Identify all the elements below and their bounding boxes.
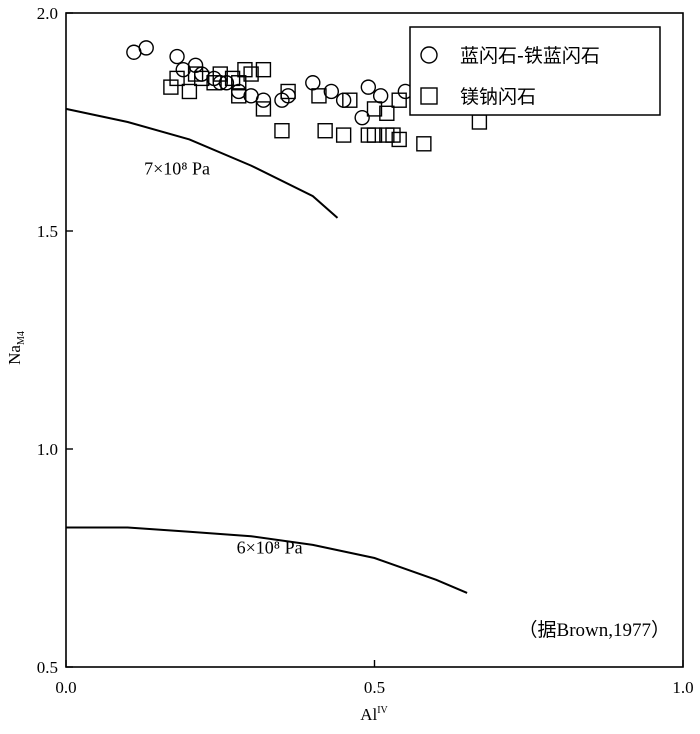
circle-point — [255, 92, 272, 108]
square-point — [231, 88, 247, 104]
square-point — [255, 101, 272, 117]
circle-point — [218, 75, 235, 91]
square-point — [224, 70, 241, 87]
circle-point — [169, 48, 185, 65]
square-point — [206, 75, 222, 91]
legend-box — [409, 26, 661, 116]
square-point — [187, 66, 204, 82]
y-axis-label-sub: M4 — [16, 331, 27, 345]
square-point — [317, 123, 333, 139]
square-point — [243, 66, 259, 82]
legend-square-marker — [420, 87, 438, 105]
square-point — [335, 127, 352, 143]
circle-point — [305, 75, 321, 91]
square-point — [212, 66, 228, 82]
legend-circle-marker — [420, 46, 438, 64]
circle-point — [354, 109, 370, 126]
pressure-curve-label: 7×10⁸ Pa — [144, 158, 210, 178]
square-point — [163, 79, 179, 95]
square-point — [366, 101, 383, 117]
square-point — [169, 70, 185, 87]
data-points — [126, 40, 488, 152]
pressure-curve — [65, 107, 339, 219]
square-point — [366, 127, 383, 143]
legend: 蓝闪石-铁蓝闪石 镁钠闪石 — [409, 26, 661, 116]
square-point — [385, 127, 401, 143]
circle-point — [335, 92, 352, 108]
legend-label-glaucophane: 蓝闪石-铁蓝闪石 — [460, 45, 600, 67]
square-point — [194, 70, 210, 87]
x-tick-label: 1.0 — [672, 678, 693, 697]
y-tick-label: 0.5 — [37, 658, 58, 677]
y-tick-label: 1.5 — [37, 222, 58, 241]
x-axis-label-sup: IV — [377, 705, 388, 716]
square-point — [231, 75, 247, 91]
square-point — [391, 131, 407, 148]
pressure-curve-label: 6×10⁸ Pa — [237, 538, 303, 558]
y-tick-label: 1.0 — [37, 440, 58, 459]
x-axis-label: AlIV — [360, 705, 388, 724]
square-point — [342, 92, 358, 108]
square-point — [379, 105, 395, 121]
pressure-curves: 7×10⁸ Pa 6×10⁸ Pa — [65, 107, 468, 594]
square-point — [181, 83, 198, 100]
pressure-curve — [66, 526, 468, 594]
legend-label-magnesioriebeckite: 镁钠闪石 — [460, 86, 536, 108]
square-point — [311, 88, 327, 104]
square-point — [471, 114, 488, 130]
source-annotation: （据Brown,1977） — [519, 619, 670, 641]
circle-point — [360, 79, 377, 95]
circle-point — [372, 88, 389, 104]
square-point — [416, 136, 432, 152]
circle-point — [138, 40, 154, 56]
x-tick-label: 0.5 — [364, 678, 385, 697]
circle-point — [323, 83, 340, 100]
axis-ticks: 0.0 0.5 1.00.51.01.52.0 — [37, 4, 694, 697]
x-tick-label: 0.0 — [55, 678, 76, 697]
square-point — [274, 123, 290, 139]
y-axis-label: NaM4 — [5, 331, 27, 365]
square-point — [391, 92, 407, 108]
y-tick-label: 2.0 — [37, 4, 58, 23]
square-point — [237, 61, 253, 78]
square-point — [360, 127, 377, 143]
square-point — [255, 61, 272, 78]
square-point — [280, 83, 296, 100]
